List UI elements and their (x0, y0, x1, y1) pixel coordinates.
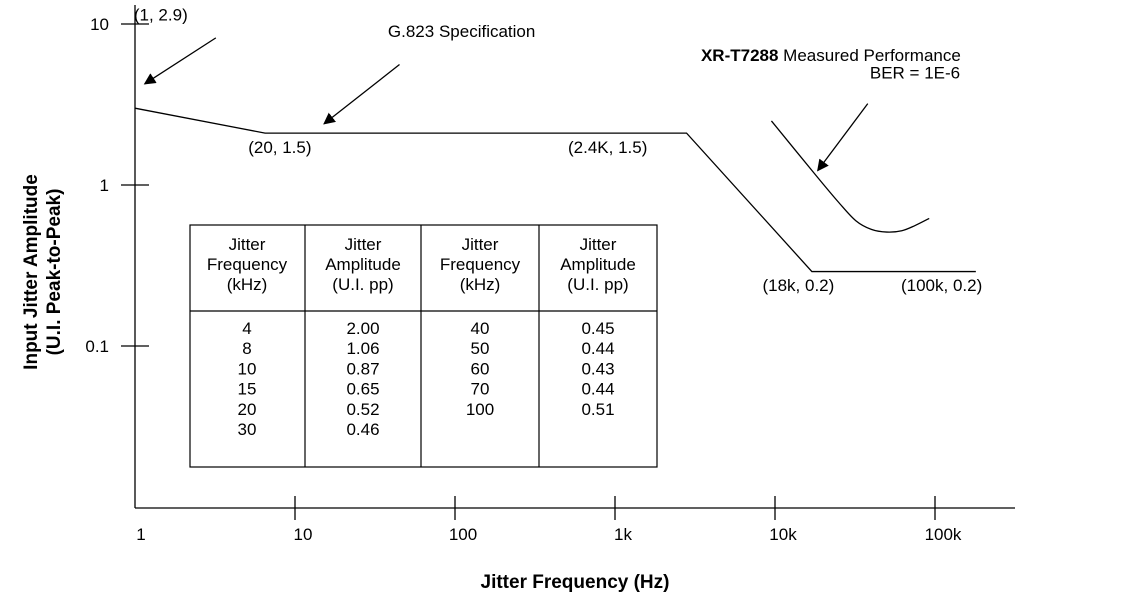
table-header-cell: Amplitude (325, 255, 401, 274)
x-tick-label: 100 (449, 525, 477, 544)
table-cell: 0.46 (346, 420, 379, 439)
annotation-arrow (817, 103, 869, 172)
table-cell: 2.00 (346, 319, 379, 338)
table-header-cell: (U.I. pp) (567, 275, 628, 294)
table-border (189, 224, 658, 468)
y-axis-title-line-2: (U.I. Peak-to-Peak) (44, 189, 65, 356)
table-header-cell: Jitter (345, 235, 382, 254)
table-cell: 4 (242, 319, 251, 338)
annotation-arrow (323, 64, 400, 125)
g823-spec-line (134, 107, 976, 273)
annotation-text: G.823 Specification (388, 22, 535, 41)
point-label: (1, 2.9) (134, 6, 188, 25)
x-axis-ticks: 1 10 100 1k 10k 100k (136, 496, 962, 544)
x-tick-label: 1k (614, 525, 632, 544)
y-axis-title-line-1: Input Jitter Amplitude (21, 174, 42, 370)
table-header-cell: (kHz) (460, 275, 501, 294)
table-cell: 70 (471, 380, 490, 399)
x-tick-label: 1 (136, 525, 145, 544)
x-tick-label: 100k (925, 525, 962, 544)
x-tick-label: 10 (294, 525, 313, 544)
annotation-plain-text: Measured Performance (783, 46, 961, 65)
table-cell: 20 (238, 400, 257, 419)
arrow-layer (143, 37, 869, 172)
table-cell: 10 (238, 359, 257, 378)
table-cell: 100 (466, 400, 494, 419)
table-cell: 8 (242, 339, 251, 358)
measured-performance-curve (770, 120, 930, 233)
table-header-cell: Jitter (462, 235, 499, 254)
table-header-cell: Jitter (580, 235, 617, 254)
label-layer: (1, 2.9) (20, 1.5) (2.4K, 1.5) (18k, 0.2) (1… (134, 6, 982, 295)
table-cell: 0.51 (581, 400, 614, 419)
table-header-cell: Amplitude (560, 255, 636, 274)
table-cell: 0.87 (346, 359, 379, 378)
table-cell: 0.65 (346, 380, 379, 399)
point-label: (2.4K, 1.5) (568, 138, 647, 157)
point-label: (100k, 0.2) (901, 276, 982, 295)
annotation-text: XR-T7288 Measured Performance (701, 46, 961, 65)
x-axis-title: Jitter Frequency (Hz) (481, 572, 670, 593)
y-axis-ticks: 10 1 0.1 (85, 15, 149, 356)
table-cell: 1.06 (346, 339, 379, 358)
annotation-plain-text: BER = 1E-6 (870, 63, 960, 82)
table-header-cell: (kHz) (227, 275, 268, 294)
point-label: (20, 1.5) (248, 138, 311, 157)
annotation-bold-text: XR-T7288 (701, 46, 783, 65)
table-cell: 0.44 (581, 380, 614, 399)
table-header-cell: Frequency (440, 255, 521, 274)
table-cell: 0.45 (581, 319, 614, 338)
point-label: (18k, 0.2) (762, 276, 834, 295)
y-tick-label: 10 (90, 15, 109, 34)
series-layer (134, 107, 976, 273)
table-text: JitterFrequency(kHz)JitterAmplitude(U.I.… (207, 235, 636, 439)
y-tick-label: 1 (100, 176, 109, 195)
table-cell: 50 (471, 339, 490, 358)
x-tick-label: 10k (769, 525, 797, 544)
table-cell: 0.44 (581, 339, 614, 358)
annotation-text: BER = 1E-6 (870, 63, 960, 82)
table-cell: 40 (471, 319, 490, 338)
table-header-cell: (U.I. pp) (332, 275, 393, 294)
jitter-data-table: JitterFrequency(kHz)JitterAmplitude(U.I.… (189, 224, 658, 468)
table-cell: 30 (238, 420, 257, 439)
table-cell: 0.43 (581, 359, 614, 378)
table-cell: 0.52 (346, 400, 379, 419)
table-cell: 15 (238, 380, 257, 399)
y-tick-label: 0.1 (85, 337, 109, 356)
annotation-arrow (143, 37, 217, 85)
annotation-plain-text: G.823 Specification (388, 22, 535, 41)
table-cell: 60 (471, 359, 490, 378)
table-header-cell: Frequency (207, 255, 288, 274)
table-header-cell: Jitter (229, 235, 266, 254)
